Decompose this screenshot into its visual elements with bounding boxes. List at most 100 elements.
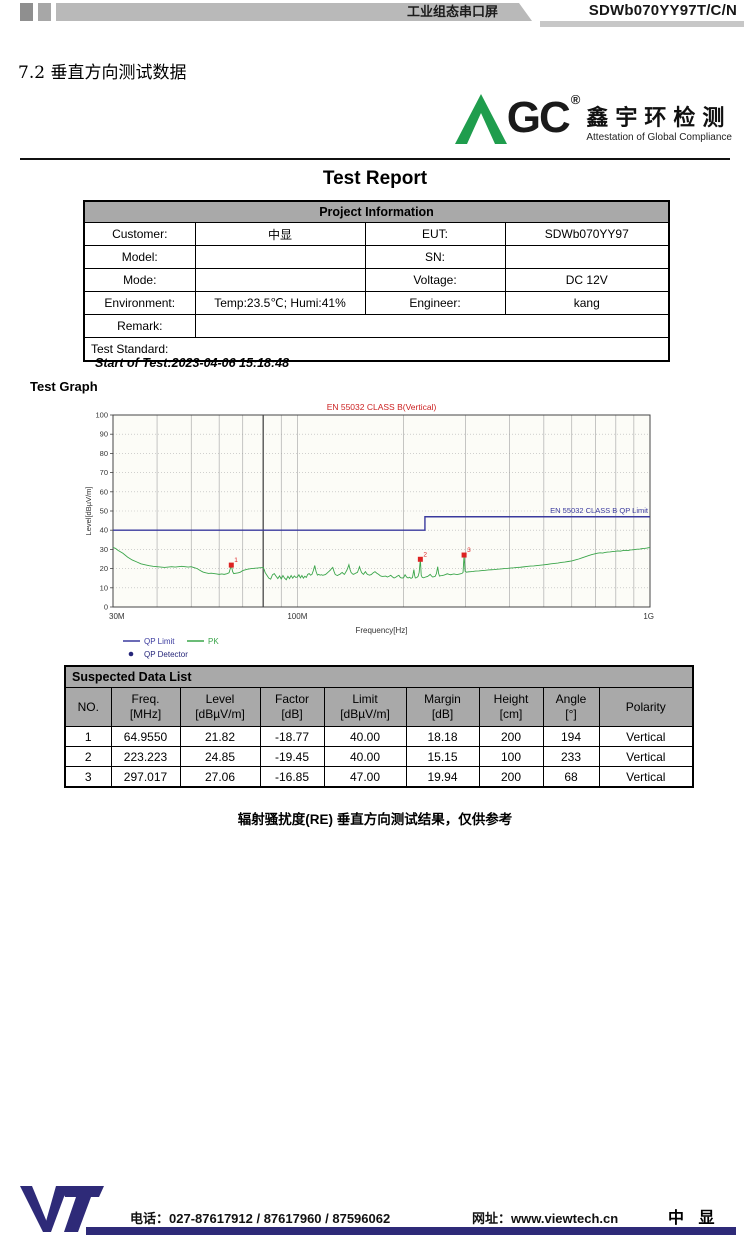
table-cell: Vertical (598, 746, 694, 767)
table-cell: 68 (542, 766, 600, 788)
plot-border (112, 414, 651, 608)
lab-name-en: Attestation of Global Compliance (586, 132, 732, 143)
table-cell: Customer: (83, 222, 196, 246)
header-underline-strip (540, 21, 744, 27)
table-cell: Engineer: (364, 291, 506, 315)
table-cell: 2 (64, 746, 112, 767)
project-info-table: Project Information Customer: 中显 EUT: SDWb0… (83, 200, 671, 362)
table-cell: -18.77 (259, 726, 325, 747)
emc-chart-svg: 0 10 20 30 40 50 60 70 80 90 100 EN 55032 CLASS B Q… (84, 402, 654, 659)
lab-logo: GC ® 鑫宇环检测 Attestation of Global Complia… (454, 92, 732, 144)
table-cell: Mode: (83, 268, 196, 292)
header-square-light (38, 3, 51, 21)
report-title: Test Report (322, 168, 428, 189)
header-model-number: SDWb070YY97T/C/N (588, 2, 737, 19)
section-title: 7.2 垂直方向测试数据 (18, 63, 187, 83)
y-tick-label: 80 (100, 449, 108, 458)
column-header: NO. (64, 687, 112, 727)
viewtech-logo-icon (20, 1186, 104, 1232)
table-cell: 297.017 (110, 766, 181, 788)
table-cell: Remark: (83, 314, 196, 338)
table-cell: 200 (478, 726, 544, 747)
suspected-data-table: Suspected Data List NO. Freq. [MHz] Level [d… (64, 665, 695, 788)
table-cell: 1 (64, 726, 112, 747)
marker-label-2: 2 (423, 551, 427, 558)
table-row: Test Standard: (83, 337, 670, 362)
marker-1 (228, 562, 234, 568)
legend-label: QP Detector (144, 650, 188, 659)
y-tick-label: 90 (100, 430, 108, 439)
table-cell: Voltage: (364, 268, 506, 292)
chart-title: EN 55032 CLASS B(Vertical) (327, 402, 437, 412)
table-row: Model: SN: (83, 245, 670, 269)
lab-name-cn: 鑫宇环检测 (586, 105, 732, 130)
y-tick-label: 10 (100, 583, 108, 592)
column-header: Polarity (598, 687, 694, 727)
lab-names: 鑫宇环检测 Attestation of Global Compliance (586, 100, 732, 143)
table-cell: kang (504, 291, 670, 315)
footer-phone: 电话：027-87617912 / 87617960 / 87596062 (130, 1211, 391, 1226)
legend-swatch-QP Detector (128, 651, 134, 657)
x-tick-label: 1G (643, 612, 654, 621)
column-header: Angle [°] (542, 687, 600, 727)
y-tick-label: 50 (100, 507, 108, 516)
table-cell: 200 (478, 766, 544, 788)
table-cell: SN: (364, 245, 506, 269)
suspected-list-title: Suspected Data List (64, 665, 694, 688)
table-cell: Vertical (598, 766, 694, 788)
table-cell (504, 245, 670, 269)
table-cell (194, 245, 366, 269)
table-cell: -19.45 (259, 746, 325, 767)
y-tick-label: 70 (100, 468, 108, 477)
y-tick-label: 30 (100, 545, 108, 554)
pk-trace (112, 547, 651, 581)
y-tick-label: 0 (104, 603, 108, 612)
table-cell: 223.223 (110, 746, 181, 767)
table-row: 3 297.017 27.06 -16.85 47.00 19.94 200 68 Vertic… (64, 766, 694, 788)
column-header: Limit [dBµV/m] (323, 687, 407, 727)
table-row: Project Information (83, 200, 670, 223)
y-tick-label: 20 (100, 564, 108, 573)
table-row: Environment: Temp:23.5℃; Humi:41% Engineer… (83, 291, 670, 315)
qp-limit-line (113, 516, 650, 531)
table-cell: 233 (542, 746, 600, 767)
table-cell: 3 (64, 766, 112, 788)
table-cell: 21.82 (179, 726, 261, 747)
table-row: 1 64.9550 21.82 -18.77 40.00 18.18 200 194 Verti… (64, 726, 694, 747)
table-cell: 中显 (194, 222, 366, 246)
legend-label: PK (208, 637, 219, 646)
project-info-header: Project Information (83, 200, 670, 223)
table-cell: SDWb070YY97 (504, 222, 670, 246)
y-tick-label: 100 (95, 411, 108, 420)
table-cell: 40.00 (323, 746, 407, 767)
table-row: Customer: 中显 EUT: SDWb070YY97 (83, 222, 670, 246)
table-cell (194, 314, 670, 338)
x-tick-label: 100M (287, 612, 307, 621)
agc-a-triangle-icon (454, 94, 507, 144)
table-row: Suspected Data List (64, 665, 694, 688)
marker-label-1: 1 (234, 557, 238, 564)
test-graph-label: Test Graph (30, 379, 98, 394)
table-cell: DC 12V (504, 268, 670, 292)
footer-website: 网址：www.viewtech.cn (472, 1211, 619, 1226)
table-cell: Test Standard: (83, 337, 670, 362)
table-cell: Environment: (83, 291, 196, 315)
table-cell (194, 268, 366, 292)
table-cell: 64.9550 (110, 726, 181, 747)
table-cell: 19.94 (405, 766, 480, 788)
table-cell: 40.00 (323, 726, 407, 747)
agc-gc-text: GC (506, 93, 571, 142)
header-doc-type: 工业组态串口屏 (56, 3, 532, 21)
table-row: 2 223.223 24.85 -19.45 40.00 15.15 100 233 Verti… (64, 746, 694, 767)
legend-label: QP Limit (144, 637, 175, 646)
column-header: Margin [dB] (405, 687, 480, 727)
marker-label-3: 3 (467, 547, 471, 554)
marker-3 (461, 552, 467, 558)
table-cell: 24.85 (179, 746, 261, 767)
table-cell: Model: (83, 245, 196, 269)
table-cell: 47.00 (323, 766, 407, 788)
agc-wordmark: GC ® (454, 92, 583, 144)
table-cell: EUT: (364, 222, 506, 246)
table-row: Mode: Voltage: DC 12V (83, 268, 670, 292)
table-cell: 194 (542, 726, 600, 747)
